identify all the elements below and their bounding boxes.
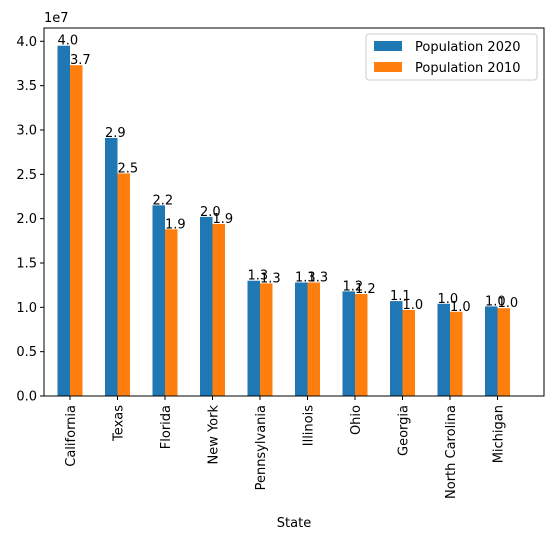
bar-pop2020 xyxy=(247,280,260,396)
bar-pop2010 xyxy=(497,308,510,396)
data-label: 1.0 xyxy=(498,296,519,311)
bar-pop2010 xyxy=(165,229,178,396)
bar-pop2020 xyxy=(342,291,355,396)
bar-pop2020 xyxy=(105,137,118,397)
bar-pop2010 xyxy=(260,283,273,396)
data-label: 1.3 xyxy=(248,269,269,284)
y-tick-label: 2.0 xyxy=(16,212,37,227)
y-tick-label: 0.5 xyxy=(16,345,37,360)
x-axis-label: State xyxy=(277,516,311,531)
data-label: 1.9 xyxy=(165,217,186,232)
data-label: 1.3 xyxy=(308,270,329,285)
y-axis: 0.0 0.5 1.0 1.5 2.0 2.5 3.0 3.5 4.0 xyxy=(16,35,44,405)
bars-layer xyxy=(57,45,510,397)
y-tick-label: 1.0 xyxy=(16,301,37,316)
data-label: 1.0 xyxy=(450,300,471,315)
bar-pop2010 xyxy=(117,173,130,396)
legend-frame xyxy=(365,33,538,81)
x-tick-label: Georgia xyxy=(397,405,412,456)
data-label: 1.3 xyxy=(295,270,316,285)
x-tick-label: Illinois xyxy=(302,405,317,446)
bar-pop2020 xyxy=(57,45,70,397)
y-tick-label: 3.5 xyxy=(16,79,37,94)
y-offset-label: 1e7 xyxy=(44,11,69,26)
x-tick-label: Florida xyxy=(159,405,174,449)
bar-pop2010 xyxy=(212,223,225,396)
legend-label: Population 2020 xyxy=(415,40,521,55)
data-labels-layer: 4.03.72.92.52.21.92.01.91.31.3 1.31.31.21… xyxy=(58,34,519,315)
data-label: 1.1 xyxy=(390,289,411,304)
bar-pop2020 xyxy=(485,306,498,396)
legend-label: Population 2010 xyxy=(415,61,521,76)
plot-frame xyxy=(43,27,545,397)
x-tick-label: Ohio xyxy=(349,405,364,435)
data-label: 1.0 xyxy=(485,294,506,309)
bar-pop2020 xyxy=(200,216,213,396)
y-tick-label: 1.5 xyxy=(16,256,37,271)
data-label: 2.2 xyxy=(153,193,174,208)
data-label: 3.7 xyxy=(70,53,91,68)
legend: Population 2020 Population 2010 xyxy=(365,33,538,81)
x-tick-label: Michigan xyxy=(492,405,507,463)
bar-pop2010 xyxy=(307,282,320,396)
bar-pop2010 xyxy=(355,294,368,396)
bar-pop2020 xyxy=(152,205,165,396)
x-tick-label: New York xyxy=(207,405,222,465)
data-label: 4.0 xyxy=(58,34,79,49)
y-tick-label: 2.5 xyxy=(16,168,37,183)
legend-swatch xyxy=(374,41,402,51)
x-tick-label: California xyxy=(64,405,79,467)
y-tick-label: 3.0 xyxy=(16,123,37,138)
legend-swatch xyxy=(374,62,402,72)
data-label: 1.9 xyxy=(213,212,234,227)
data-label: 2.0 xyxy=(200,205,221,220)
data-label: 1.3 xyxy=(260,271,281,286)
y-tick-label: 0.0 xyxy=(16,390,37,405)
y-tick-label: 4.0 xyxy=(16,35,37,50)
data-label: 2.9 xyxy=(105,126,126,141)
data-label: 1.2 xyxy=(355,282,376,297)
bar-pop2010 xyxy=(402,309,415,396)
bar-pop2010 xyxy=(450,311,463,396)
x-tick-label: Texas xyxy=(112,405,127,442)
data-label: 2.5 xyxy=(118,161,139,176)
x-axis: California Texas Florida New York Pennsylvan… xyxy=(64,396,507,499)
bar-pop2010 xyxy=(70,65,83,396)
bar-pop2020 xyxy=(295,282,308,396)
bar-pop2020 xyxy=(390,301,403,396)
x-tick-label: Pennsylvania xyxy=(254,405,269,490)
data-label: 1.2 xyxy=(343,279,364,294)
data-label: 1.0 xyxy=(403,298,424,313)
x-tick-label: North Carolina xyxy=(444,405,459,499)
data-label: 1.0 xyxy=(438,292,459,307)
bar-pop2020 xyxy=(437,303,450,396)
